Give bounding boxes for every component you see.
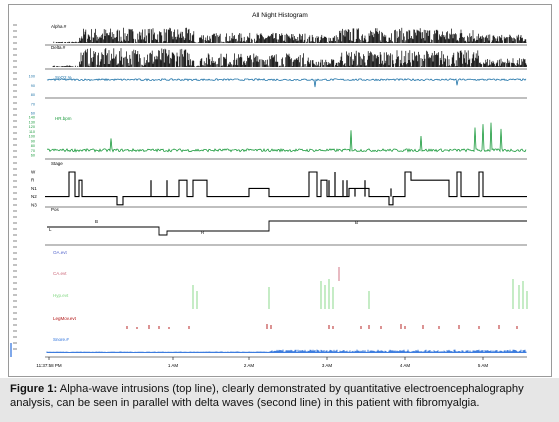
position-label-back: B — [95, 219, 98, 224]
caption-label: Figure 1: — [10, 383, 58, 395]
position-label-left: L — [49, 227, 52, 232]
stage-label-n2: N2 — [31, 194, 37, 199]
y-tick-label: 100 — [29, 135, 35, 139]
channel-label-7: CA.evt — [53, 271, 67, 276]
y-tick-label: 90 — [31, 84, 35, 88]
x-tick-label: 5 AM — [478, 363, 489, 368]
caption-text: Alpha-wave intrusions (top line), clearl… — [10, 383, 524, 409]
channel-label-3: HR.bpm — [55, 116, 72, 121]
position-line — [47, 220, 527, 236]
channel-label-2: SpO2.% — [55, 75, 72, 80]
y-tick-label: 60 — [31, 154, 35, 158]
x-tick-label: 1 AM — [168, 363, 179, 368]
position-label-right: R — [201, 230, 205, 235]
x-tick-label: 2 AM — [244, 363, 255, 368]
position-label-back-2: B — [355, 220, 358, 225]
y-tick-label: 110 — [29, 130, 35, 134]
y-tick-label: 60 — [31, 112, 35, 116]
y-tick-label: 130 — [29, 120, 35, 124]
figure-caption: Figure 1: Alpha-wave intrusions (top lin… — [10, 382, 552, 410]
x-tick-label: 3 AM — [322, 363, 333, 368]
channel-label-10: Snore.# — [53, 337, 69, 342]
channel-label-4: Stage — [51, 161, 63, 166]
y-tick-label: 80 — [31, 144, 35, 148]
channel-label-0: Alpha.# — [51, 24, 67, 29]
stage-label-r: R — [31, 178, 35, 183]
x-tick-label: 11:37:58 PM — [36, 363, 61, 368]
x-tick-label: 4 AM — [400, 363, 411, 368]
channel-label-1: Delta.# — [51, 45, 66, 50]
y-tick-label: 120 — [29, 125, 35, 129]
hypnogram-line — [45, 171, 527, 206]
y-tick-label: 90 — [31, 139, 35, 143]
caption-bar: Figure 1: Alpha-wave intrusions (top lin… — [0, 378, 559, 422]
channel-label-8: Hyp.evt — [53, 293, 69, 298]
y-tick-label: 140 — [29, 116, 35, 120]
series-line-hr-bpm — [47, 122, 527, 153]
series-line-spo2- — [46, 78, 527, 88]
channel-label-9: LegMov.evt — [53, 316, 77, 321]
all-night-histogram-plot: All Night HistogramAlpha.#Delta.#1009080… — [10, 12, 528, 368]
stage-label-n1: N1 — [31, 186, 37, 191]
y-tick-label: 70 — [31, 102, 35, 106]
y-tick-label: 70 — [31, 149, 35, 153]
y-tick-label: 80 — [31, 93, 35, 97]
stage-label-w: W — [31, 170, 36, 175]
chart-title: All Night Histogram — [252, 12, 308, 19]
channel-label-6: OA.evt — [53, 250, 68, 255]
channel-label-5: Pos — [51, 207, 60, 212]
stage-label-n3: N3 — [31, 202, 37, 207]
y-tick-label: 100 — [29, 75, 35, 79]
polysomnography-figure: All Night Histogram Alpha.# Delta.# 100 90 80… — [8, 4, 552, 377]
